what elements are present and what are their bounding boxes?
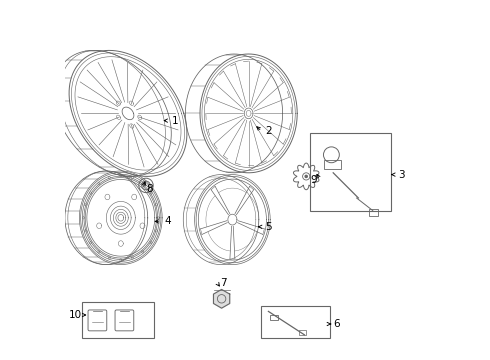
Polygon shape (214, 289, 230, 308)
Text: 6: 6 (334, 319, 340, 329)
Circle shape (305, 175, 307, 177)
Bar (270, 315, 278, 320)
Bar (261, 306, 330, 338)
Text: 7: 7 (220, 278, 227, 288)
Bar (310, 133, 391, 211)
Bar (299, 330, 306, 335)
Text: 10: 10 (69, 310, 82, 320)
Text: 5: 5 (265, 222, 272, 232)
Text: 3: 3 (398, 170, 405, 180)
Text: 8: 8 (147, 184, 153, 194)
Bar (324, 160, 342, 169)
Text: 1: 1 (172, 116, 178, 126)
Bar (369, 209, 378, 216)
Text: 4: 4 (164, 216, 171, 226)
Text: 2: 2 (265, 126, 272, 136)
Text: 9: 9 (310, 175, 317, 185)
Bar (82, 302, 154, 338)
